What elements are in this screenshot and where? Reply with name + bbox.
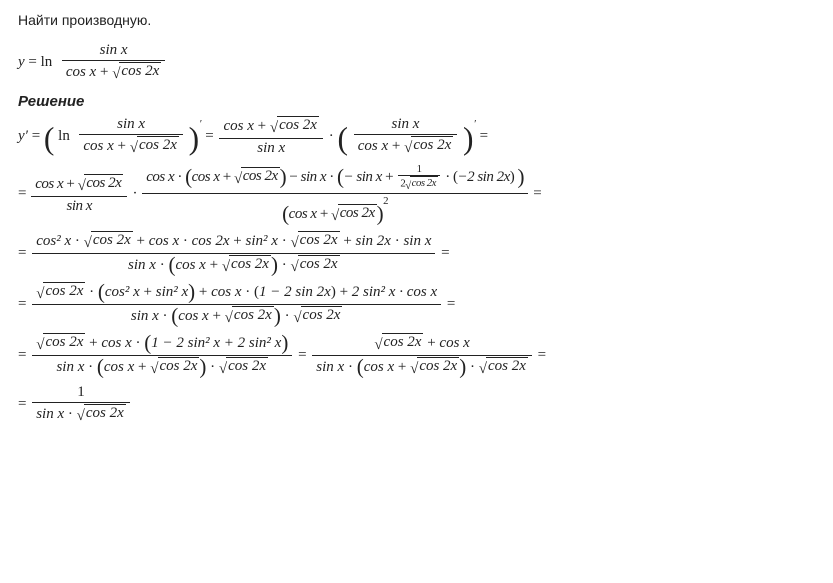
deriv-line-5: = cos 2x + cos x · (1 − 2 sin² x + 2 sin… <box>18 333 815 378</box>
rparen-big: ) <box>189 121 200 156</box>
frac-half-sqrt: 1 2cos 2x <box>398 163 440 192</box>
frac-inv: cos x + cos 2x sin x <box>219 116 323 157</box>
solution-header: Решение <box>18 93 815 110</box>
deriv-line-2: = cos x + cos 2x sin x · cos x · (cos x … <box>18 163 815 225</box>
cosx: cos x <box>66 64 96 80</box>
equals: = <box>28 54 40 70</box>
deriv-line-1: y′ = ( ln sin x cos x + cos 2x )′ = cos … <box>18 116 815 157</box>
prime-icon: ′ <box>199 118 201 130</box>
deriv-line-3: = cos² x · cos 2x + cos x · cos 2x + sin… <box>18 231 815 276</box>
lparen-big: ( <box>44 121 55 156</box>
sinx: sin x <box>100 42 128 58</box>
ln: ln <box>41 54 53 70</box>
frac-simplify-l: cos 2x + cos x · (1 − 2 sin² x + 2 sin² … <box>32 333 292 378</box>
frac-2: sin x cos x + cos 2x <box>354 116 458 157</box>
given-equation: y = ln sin x cos x + cos 2x <box>18 42 815 83</box>
sqrt-cos2x: cos 2x <box>112 62 161 83</box>
frac-inv-2: cos x + cos 2x sin x <box>31 174 127 215</box>
frac-final: 1 sin x · cos 2x <box>32 384 130 425</box>
frac-1: sin x cos x + cos 2x <box>79 116 183 157</box>
frac-simplify-r: cos 2x + cos x sin x · (cos x + cos 2x) … <box>312 333 532 378</box>
task-statement: Найти производную. <box>18 12 815 28</box>
frac-expanded: cos² x · cos 2x + cos x · cos 2x + sin² … <box>32 231 435 276</box>
frac-main: sin x cos x + cos 2x <box>62 42 166 83</box>
deriv-line-6: = 1 sin x · cos 2x <box>18 384 815 425</box>
deriv-line-4: = cos 2x · (cos² x + sin² x) + cos x · (… <box>18 282 815 327</box>
frac-grouped: cos 2x · (cos² x + sin² x) + cos x · (1 … <box>32 282 441 327</box>
yprime: y′ <box>18 128 28 144</box>
frac-big-quotient: cos x · (cos x + cos 2x) − sin x · (− si… <box>142 163 528 225</box>
var-y: y <box>18 54 25 70</box>
